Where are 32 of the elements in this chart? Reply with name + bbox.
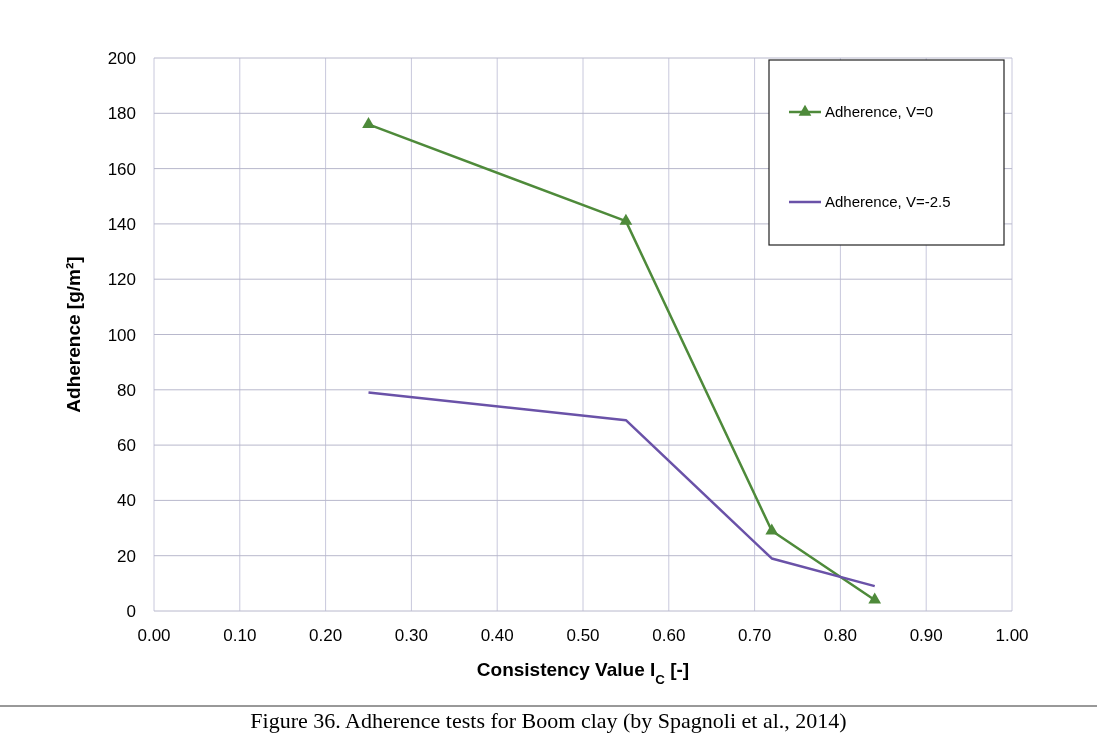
legend-label: Adherence, V=0: [825, 103, 933, 120]
point: [362, 117, 375, 129]
y-tick-label: 40: [117, 491, 136, 511]
x-tick-label: 0.50: [566, 626, 600, 645]
x-tick-label: 0.20: [309, 626, 343, 645]
x-tick-label: 1.00: [995, 626, 1029, 645]
y-tick-label: 20: [117, 546, 136, 566]
x-tick-label: 0.60: [652, 626, 686, 645]
y-tick-label: 0: [126, 602, 136, 621]
y-tick-label: 200: [107, 49, 136, 68]
x-tick-label: 0.30: [394, 626, 428, 645]
y-tick-label: 100: [107, 325, 136, 345]
legend-label: Adherence, V=-2.5: [825, 193, 951, 210]
x-tick-label: 0.70: [738, 626, 772, 645]
point: [765, 523, 779, 535]
y-tick-label: 80: [117, 380, 136, 400]
y-tick-label: 140: [107, 214, 136, 234]
y-tick-label: 120: [107, 270, 136, 290]
point: [868, 592, 882, 604]
x-tick-label: 0.80: [823, 626, 857, 645]
y-axis-title: Adherence [g/m²]: [63, 256, 84, 413]
caption: Figure 36. Adherence tests for Boom clay (by Spagnoli et al., 2014): [250, 708, 847, 733]
x-tick-label: 0.00: [137, 626, 171, 645]
x-axis-title: Consistency Value I$_{C}$ [-]: [476, 659, 690, 687]
x-tick-label: 0.90: [909, 626, 943, 645]
x-tick-label: 0.40: [480, 626, 514, 645]
line-series: [367, 391, 876, 588]
y-tick-label: 160: [107, 159, 136, 179]
x-tick-label: 0.10: [223, 626, 257, 645]
y-tick-label: 60: [117, 436, 136, 456]
point: [619, 213, 633, 225]
y-tick-label: 180: [107, 104, 136, 124]
